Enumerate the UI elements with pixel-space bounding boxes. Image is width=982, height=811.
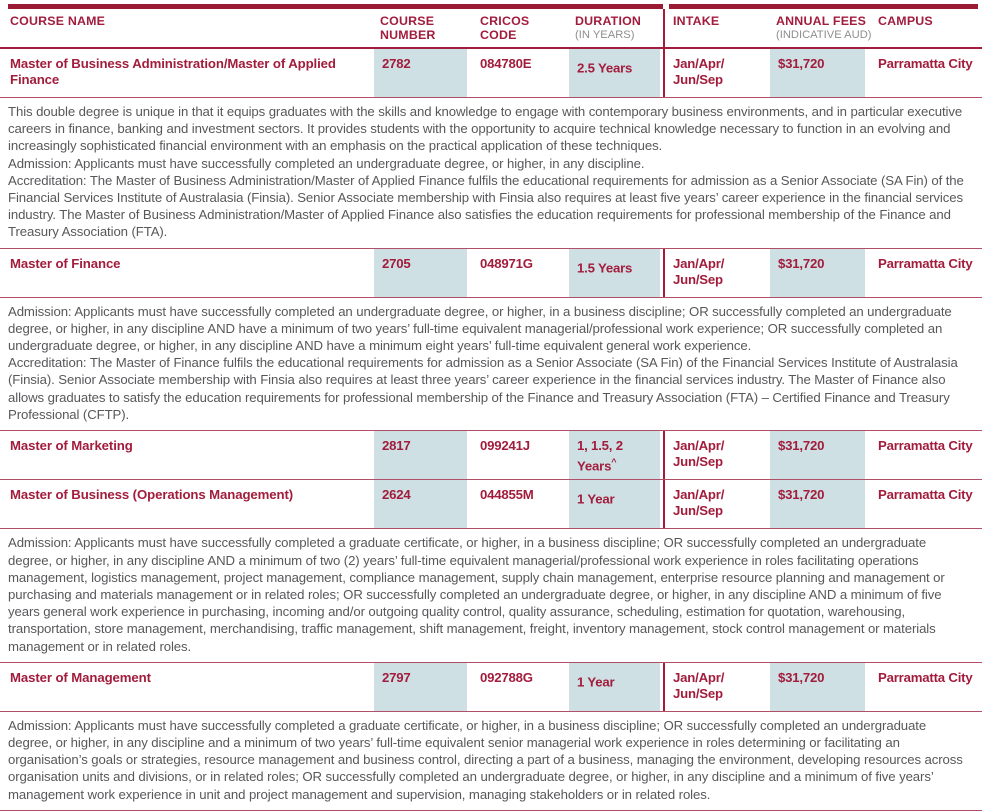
- course-intake: Jan/Apr/Jun/Sep: [663, 480, 768, 529]
- campus: Parramatta City: [878, 669, 973, 685]
- table-header: COURSE NAME COURSE NUMBER CRICOS CODE DU…: [0, 9, 982, 49]
- column-header-intake: INTAKE: [663, 9, 768, 47]
- column-header-duration: DURATION (IN YEARS): [575, 14, 642, 41]
- description-paragraph: Admission: Applicants must have successf…: [8, 155, 645, 171]
- annual-fees: $31,720: [770, 480, 865, 529]
- course-name: Master of Management: [10, 669, 151, 685]
- course-name: Master of Marketing: [10, 438, 133, 454]
- cricos-code: 048971G: [480, 255, 533, 271]
- cricos-code: 099241J: [480, 438, 530, 454]
- course-name: Master of Finance: [10, 255, 121, 271]
- table-top-border: [0, 4, 982, 9]
- course-row: Master of Finance 2705 048971G 1.5 Years…: [0, 248, 982, 298]
- course-description: This double degree is unique in that it …: [0, 98, 982, 249]
- description-paragraph: Admission: Applicants must have successf…: [8, 535, 945, 654]
- course-duration: 1.5 Years: [569, 248, 660, 297]
- column-header-annual-fees: ANNUAL FEES (INDICATIVE AUD): [776, 14, 872, 41]
- cricos-code: 084780E: [480, 56, 532, 71]
- duration-footnote-caret: ^: [611, 457, 617, 468]
- cricos-code: 044855M: [480, 487, 534, 503]
- course-row: Master of Management 2797 092788G 1 Year…: [0, 662, 982, 712]
- description-paragraph: Admission: Applicants must have successf…: [8, 717, 963, 802]
- annual-fees: $31,720: [770, 662, 865, 711]
- campus: Parramatta City: [878, 438, 973, 454]
- description-paragraph: Accreditation: The Master of Finance ful…: [8, 355, 958, 422]
- campus: Parramatta City: [878, 487, 973, 503]
- cricos-code: 092788G: [480, 669, 533, 685]
- course-intake: Jan/Apr/Jun/Sep: [663, 431, 768, 480]
- course-duration: 1 Year: [569, 480, 660, 529]
- course-number: 2705: [374, 248, 467, 297]
- course-duration: 2.5 Years: [569, 49, 660, 97]
- column-header-campus: CAMPUS: [878, 14, 933, 28]
- course-name: Master of Business (Operations Managemen…: [10, 487, 294, 503]
- course-number: 2817: [374, 431, 467, 480]
- column-header-course-number: COURSE NUMBER: [380, 14, 436, 42]
- annual-fees: $31,720: [770, 49, 865, 97]
- course-intake: Jan/Apr/Jun/Sep: [663, 248, 768, 297]
- course-number: 2624: [374, 480, 467, 529]
- course-description: Admission: Applicants must have successf…: [0, 298, 982, 432]
- course-intake: Jan/Apr/Jun/Sep: [663, 49, 768, 97]
- campus: Parramatta City: [878, 56, 973, 71]
- course-intake: Jan/Apr/Jun/Sep: [663, 662, 768, 711]
- campus: Parramatta City: [878, 255, 973, 271]
- course-number: 2782: [374, 49, 467, 97]
- course-row: Master of Business Administration/Master…: [0, 49, 982, 98]
- column-header-course-name: COURSE NAME: [10, 14, 106, 28]
- course-description: Admission: Applicants must have successf…: [0, 529, 982, 663]
- course-duration: 1 Year: [569, 662, 660, 711]
- course-duration: 1, 1.5, 2 Years^: [569, 431, 660, 480]
- course-row: Master of Business (Operations Managemen…: [0, 480, 982, 530]
- top-border-right-segment: [669, 4, 978, 9]
- annual-fees: $31,720: [770, 248, 865, 297]
- description-paragraph: This double degree is unique in that it …: [8, 104, 963, 154]
- course-description: Admission: Applicants must have successf…: [0, 712, 982, 811]
- course-row: Master of Marketing 2817 099241J 1, 1.5,…: [0, 431, 982, 481]
- course-name: Master of Business Administration/Master…: [10, 56, 336, 87]
- course-number: 2797: [374, 662, 467, 711]
- column-header-cricos-code: CRICOS CODE: [480, 14, 530, 42]
- description-paragraph: Accreditation: The Master of Business Ad…: [8, 172, 964, 240]
- top-border-left-segment: [8, 4, 663, 9]
- annual-fees: $31,720: [770, 431, 865, 480]
- description-paragraph: Admission: Applicants must have successf…: [8, 303, 952, 354]
